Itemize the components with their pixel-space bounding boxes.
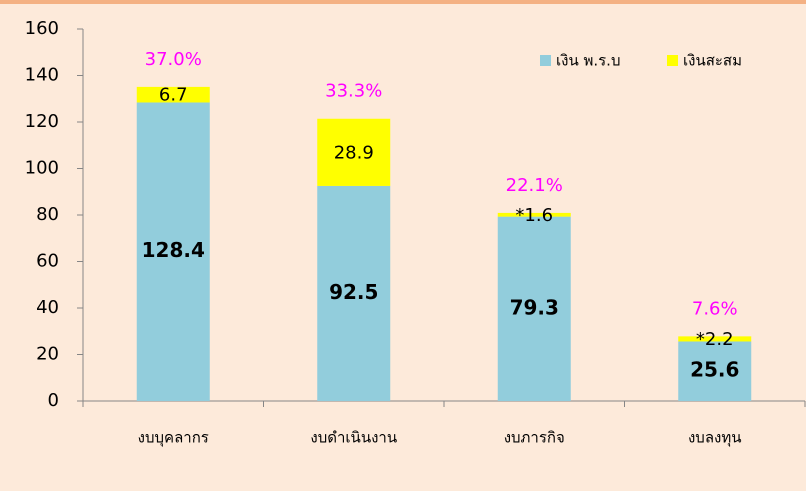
top-border	[0, 0, 806, 4]
data-label: 6.7	[159, 85, 188, 106]
data-label: 25.6	[690, 358, 739, 382]
x-tick-label: งบบุคลากร	[138, 429, 209, 448]
bar-segment	[317, 118, 391, 186]
x-tick-label: งบดำเนินงาน	[310, 429, 397, 447]
bar-segment	[317, 185, 391, 401]
y-tick-label: 60	[36, 251, 59, 272]
x-tick-label: งบภารกิจ	[504, 429, 565, 447]
legend-swatch	[667, 55, 678, 66]
y-tick-label: 140	[25, 65, 59, 86]
bar-segment	[136, 86, 210, 103]
bar-segment	[497, 212, 571, 217]
bar-segment	[678, 336, 752, 342]
y-tick-label: 100	[25, 158, 59, 179]
bar-segment	[136, 102, 210, 401]
legend-label: เงิน พ.ร.บ	[556, 52, 620, 70]
data-label: 28.9	[334, 142, 374, 163]
percent-label: 37.0%	[145, 49, 202, 70]
y-tick-label: 80	[36, 204, 59, 225]
x-tick-label: งบลงทุน	[688, 429, 742, 448]
data-label: *1.6	[515, 205, 553, 226]
bar-segment	[497, 216, 571, 401]
y-tick-label: 0	[48, 390, 59, 411]
y-tick-label: 160	[25, 18, 59, 39]
legend-swatch	[540, 55, 551, 66]
data-label: *2.2	[696, 329, 734, 350]
bar-segment	[678, 341, 752, 401]
percent-label: 33.3%	[325, 81, 382, 102]
data-label: 128.4	[142, 238, 205, 262]
y-tick-label: 120	[25, 111, 59, 132]
data-label: 92.5	[329, 280, 378, 304]
legend-label: เงินสะสม	[683, 52, 742, 70]
percent-label: 7.6%	[692, 298, 738, 319]
data-label: 79.3	[510, 295, 559, 319]
y-tick-label: 20	[36, 344, 59, 365]
y-tick-label: 40	[36, 297, 59, 318]
percent-label: 22.1%	[506, 175, 563, 196]
